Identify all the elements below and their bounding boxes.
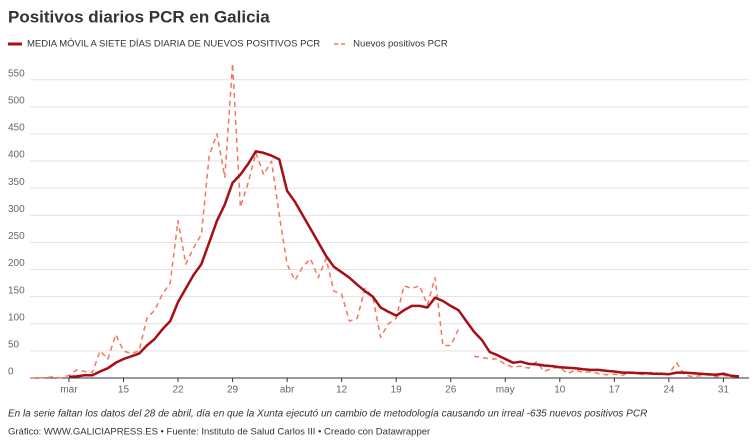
y-tick-label: 100 [8, 312, 25, 323]
y-tick-label: 450 [8, 123, 25, 134]
legend-label: Nuevos positivos PCR [353, 39, 448, 50]
y-tick-label: 400 [8, 150, 25, 161]
y-tick-label: 150 [8, 285, 25, 296]
x-tick-label: 31 [718, 385, 730, 396]
series-line [30, 62, 740, 379]
legend-label: MEDIA MÓVIL A SIETE DÍAS DIARIA DE NUEVO… [27, 39, 320, 50]
y-tick-label: 300 [8, 204, 25, 215]
y-tick-label: 350 [8, 177, 25, 188]
series-line [68, 150, 740, 379]
x-tick-label: 26 [445, 385, 457, 396]
x-tick-label: 10 [554, 385, 566, 396]
x-tick-label: 22 [172, 385, 184, 396]
note: En la serie faltan los datos del 28 de a… [8, 409, 647, 420]
x-tick-label: 19 [391, 385, 403, 396]
y-tick-label: 500 [8, 95, 25, 106]
y-tick-label: 200 [8, 258, 25, 269]
y-tick-label: 550 [8, 68, 25, 79]
x-tick-label: may [496, 385, 515, 396]
x-tick-label: abr [280, 385, 295, 396]
y-tick-label: 250 [8, 231, 25, 242]
source: Gráfico: WWW.GALICIAPRESS.ES • Fuente: I… [8, 427, 430, 438]
chart-title: Positivos diarios PCR en Galicia [8, 7, 270, 26]
x-tick-label: 17 [609, 385, 621, 396]
x-tick-label: 29 [227, 385, 239, 396]
x-tick-label: 24 [663, 385, 675, 396]
y-tick-label: 0 [8, 367, 14, 378]
x-tick-label: 15 [118, 385, 130, 396]
x-tick-label: mar [60, 385, 78, 396]
y-tick-label: 50 [8, 340, 20, 351]
x-tick-label: 12 [336, 385, 348, 396]
